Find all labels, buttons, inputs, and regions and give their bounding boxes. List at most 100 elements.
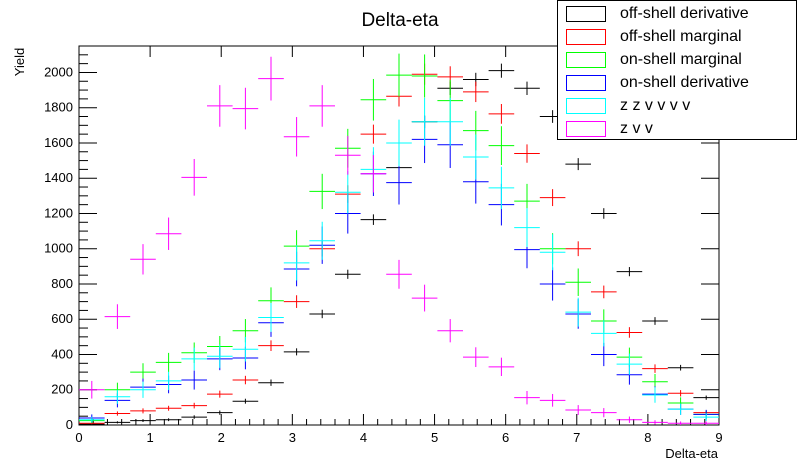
data-point bbox=[488, 126, 515, 165]
x-tick-label: 5 bbox=[431, 430, 438, 445]
series-5 bbox=[79, 97, 719, 423]
data-point bbox=[514, 144, 540, 163]
data-point bbox=[591, 320, 617, 347]
data-point bbox=[232, 398, 259, 404]
data-point bbox=[130, 408, 156, 414]
x-tick-label: 8 bbox=[644, 430, 651, 445]
x-tick-label: 0 bbox=[75, 430, 82, 445]
x-tick-label: 2 bbox=[218, 430, 225, 445]
data-point bbox=[642, 420, 668, 425]
series-6 bbox=[79, 56, 719, 425]
y-tick-label: 200 bbox=[51, 382, 73, 397]
data-point bbox=[360, 155, 387, 193]
legend-entry: off-shell marginal bbox=[566, 26, 742, 48]
legend-swatch bbox=[566, 121, 606, 137]
data-point bbox=[565, 241, 591, 257]
data-point bbox=[309, 221, 335, 260]
legend-swatch bbox=[566, 75, 606, 91]
data-point bbox=[616, 267, 643, 277]
chart-title: Delta-eta bbox=[361, 10, 439, 31]
data-point bbox=[360, 78, 387, 121]
data-point bbox=[463, 81, 489, 103]
legend-entry: on-shell derivative bbox=[566, 72, 749, 94]
data-point bbox=[463, 347, 489, 368]
x-tick-label: 3 bbox=[289, 430, 296, 445]
x-tick-label: 1 bbox=[146, 430, 153, 445]
data-point bbox=[437, 97, 463, 146]
data-point bbox=[258, 340, 284, 351]
data-point bbox=[616, 416, 643, 423]
data-point bbox=[411, 54, 438, 98]
data-point bbox=[411, 97, 438, 146]
data-point bbox=[463, 134, 489, 180]
data-point bbox=[335, 269, 361, 279]
data-point bbox=[386, 53, 412, 97]
legend-swatch bbox=[566, 52, 606, 68]
data-point bbox=[514, 81, 540, 96]
data-point bbox=[335, 171, 361, 214]
y-tick-label: 400 bbox=[51, 346, 73, 361]
data-point bbox=[258, 56, 284, 101]
x-axis-ticks: 0 1 2 3 4 5 6 7 8 9 bbox=[75, 46, 723, 445]
data-point bbox=[667, 364, 694, 371]
data-point bbox=[104, 411, 131, 416]
data-point bbox=[565, 158, 591, 171]
data-point bbox=[642, 364, 668, 373]
data-point bbox=[667, 403, 694, 415]
data-point bbox=[181, 370, 207, 390]
y-tick-label: 1000 bbox=[44, 241, 73, 256]
data-point bbox=[386, 259, 412, 289]
data-point bbox=[693, 413, 719, 421]
legend-swatch bbox=[566, 98, 606, 114]
data-point bbox=[616, 327, 643, 338]
data-point bbox=[360, 124, 387, 144]
legend-entry: off-shell derivative bbox=[566, 3, 749, 25]
data-point bbox=[591, 285, 617, 299]
y-tick-label: 2000 bbox=[44, 64, 73, 79]
data-point bbox=[335, 135, 361, 175]
data-point bbox=[616, 353, 643, 375]
data-point bbox=[258, 303, 284, 332]
data-point bbox=[130, 419, 156, 423]
data-point bbox=[181, 347, 207, 371]
legend-label: off-shell marginal bbox=[620, 28, 742, 45]
y-tick-label: 1600 bbox=[44, 135, 73, 150]
data-point bbox=[693, 395, 719, 400]
data-point bbox=[130, 381, 156, 398]
data-point bbox=[309, 309, 335, 319]
legend-entry: z v v bbox=[566, 118, 653, 140]
x-tick-label: 6 bbox=[502, 430, 509, 445]
data-marks bbox=[79, 53, 719, 425]
data-point bbox=[283, 245, 310, 281]
data-point bbox=[411, 284, 438, 312]
y-tick-label: 1200 bbox=[44, 205, 73, 220]
data-point bbox=[642, 317, 668, 325]
data-point bbox=[207, 410, 233, 415]
y-tick-label: 1800 bbox=[44, 100, 73, 115]
data-point bbox=[591, 342, 617, 367]
data-point bbox=[437, 319, 463, 343]
data-point bbox=[667, 390, 694, 397]
data-point bbox=[181, 415, 207, 419]
y-tick-label: 0 bbox=[66, 417, 73, 432]
data-point bbox=[181, 402, 207, 409]
legend: off-shell derivative off-shell marginal on… bbox=[557, 0, 797, 140]
data-point bbox=[155, 371, 182, 391]
data-point bbox=[539, 189, 566, 207]
data-point bbox=[283, 295, 310, 308]
data-point bbox=[565, 268, 591, 296]
data-point bbox=[207, 390, 233, 398]
x-tick-label: 7 bbox=[573, 430, 580, 445]
legend-swatch bbox=[566, 29, 606, 45]
y-tick-label: 600 bbox=[51, 311, 73, 326]
data-point bbox=[232, 87, 259, 130]
data-point bbox=[309, 85, 335, 127]
data-point bbox=[565, 405, 591, 415]
data-point bbox=[667, 421, 694, 425]
data-point bbox=[488, 166, 515, 210]
data-point bbox=[130, 363, 156, 381]
plot-frame bbox=[78, 45, 720, 426]
data-point bbox=[155, 217, 182, 250]
data-point bbox=[539, 267, 566, 301]
